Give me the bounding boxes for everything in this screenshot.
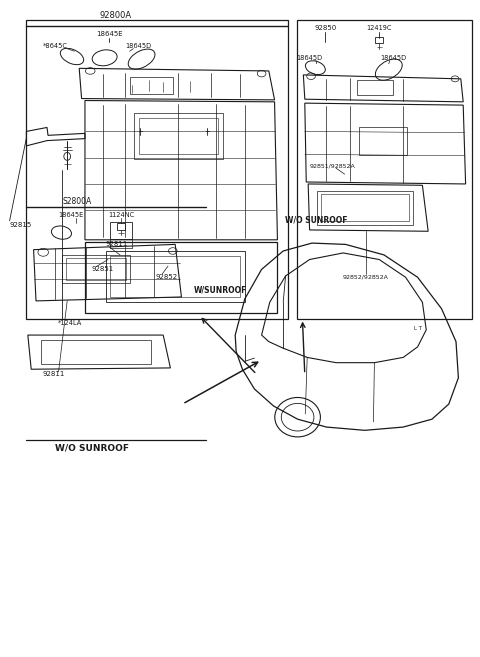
Text: 18645E: 18645E xyxy=(96,31,123,37)
Bar xyxy=(297,20,472,319)
Bar xyxy=(317,191,413,225)
Text: L T: L T xyxy=(414,326,421,331)
Text: 92800A: 92800A xyxy=(99,11,131,20)
Text: *8645C: *8645C xyxy=(43,43,68,49)
Bar xyxy=(359,127,407,155)
Text: 92850: 92850 xyxy=(314,24,336,31)
Text: 92852: 92852 xyxy=(156,274,178,281)
Text: W/O SUNROOF: W/O SUNROOF xyxy=(285,215,347,225)
Text: 18645D: 18645D xyxy=(381,55,407,61)
Bar xyxy=(110,256,240,297)
Text: 92815: 92815 xyxy=(10,221,32,228)
Text: 18645E: 18645E xyxy=(59,212,84,219)
Text: 18645D: 18645D xyxy=(297,55,323,61)
Bar xyxy=(106,251,245,302)
Text: 18645D: 18645D xyxy=(125,43,151,49)
Text: *124LA: *124LA xyxy=(58,320,82,327)
Text: 92852/92852A: 92852/92852A xyxy=(343,275,389,280)
Bar xyxy=(321,194,409,221)
Text: 1124NC: 1124NC xyxy=(108,212,134,219)
Bar xyxy=(62,255,130,283)
Text: S2800A: S2800A xyxy=(62,196,91,206)
Text: 92851: 92851 xyxy=(91,266,113,273)
Bar xyxy=(139,118,218,154)
Bar xyxy=(110,222,132,239)
Bar xyxy=(375,37,383,43)
Bar xyxy=(130,77,173,94)
Text: W/O SUNROOF: W/O SUNROOF xyxy=(55,443,129,453)
Bar xyxy=(134,113,223,159)
Bar xyxy=(357,80,393,95)
Bar xyxy=(66,258,126,280)
Text: 92851/92852A: 92851/92852A xyxy=(310,163,356,168)
Text: W/SUNROOF: W/SUNROOF xyxy=(194,286,248,295)
Bar xyxy=(41,340,151,364)
Text: 92811: 92811 xyxy=(106,241,128,248)
Bar xyxy=(26,20,288,319)
Text: 12419C: 12419C xyxy=(366,24,392,31)
Text: 92811: 92811 xyxy=(43,371,65,378)
Bar xyxy=(117,223,125,230)
